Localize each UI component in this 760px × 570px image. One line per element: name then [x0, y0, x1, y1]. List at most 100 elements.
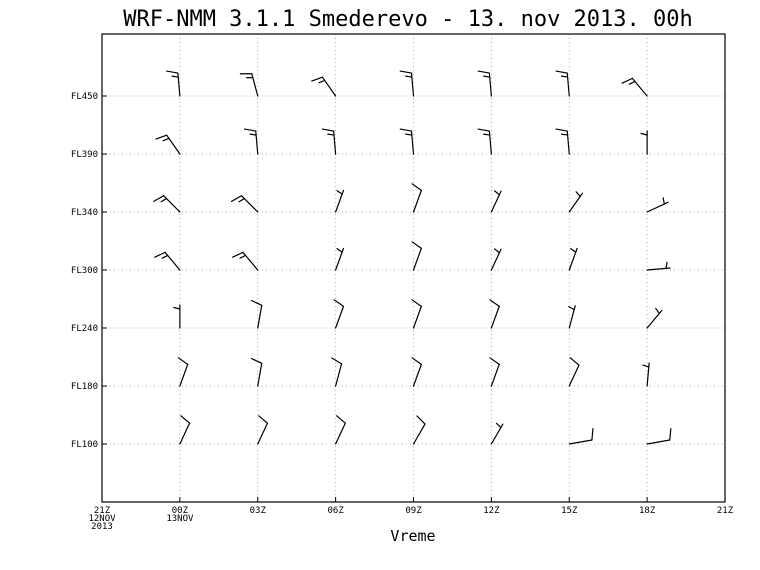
- wind-barb: [311, 76, 337, 97]
- wind-barb: [335, 415, 346, 445]
- barb-half-feather: [173, 306, 181, 310]
- barb-full-feather: [621, 77, 633, 84]
- wind-barb: [257, 415, 269, 445]
- x-tick-label: 09Z: [405, 506, 422, 516]
- barb-half-feather: [570, 248, 577, 253]
- barb-full-feather: [243, 128, 257, 132]
- x-tick-sublabel: 12NOV: [88, 514, 116, 524]
- barb-staff: [490, 305, 500, 329]
- barb-full-feather: [321, 128, 335, 132]
- barb-half-feather: [560, 133, 569, 136]
- barb-full-feather: [177, 357, 189, 365]
- barb-half-feather: [405, 75, 413, 78]
- barb-full-feather: [154, 251, 166, 258]
- barb-full-feather: [331, 357, 343, 365]
- wind-barb: [490, 422, 504, 445]
- barb-half-feather: [238, 197, 245, 203]
- wind-barb: [335, 189, 345, 213]
- wind-barb: [477, 70, 492, 97]
- y-tick-label: FL240: [71, 324, 98, 334]
- wind-barb: [642, 362, 650, 387]
- barb-full-feather: [411, 357, 422, 365]
- wind-barb: [640, 130, 648, 155]
- barb-staff: [412, 363, 422, 387]
- wind-barb: [489, 299, 500, 329]
- barb-half-feather: [568, 306, 575, 311]
- wind-barb: [489, 357, 500, 387]
- barb-staff: [179, 422, 191, 445]
- x-tick-label: 21Z: [94, 506, 111, 516]
- wind-barb: [555, 128, 570, 155]
- barb-half-feather: [640, 132, 648, 136]
- barb-half-feather: [171, 75, 179, 78]
- barb-staff: [412, 247, 422, 271]
- barb-half-feather: [665, 261, 668, 269]
- plot-frame: [101, 33, 726, 503]
- y-tick-label: FL100: [71, 440, 98, 450]
- wind-barb: [399, 128, 415, 155]
- y-tick-label: FL340: [71, 208, 98, 218]
- barb-full-feather: [477, 128, 490, 132]
- barb-full-feather: [155, 134, 168, 140]
- barb-full-feather: [153, 195, 165, 202]
- wind-barb: [239, 73, 259, 97]
- wind-barb: [412, 415, 426, 445]
- barb-half-feather: [239, 254, 247, 259]
- x-axis-label: Vreme: [390, 527, 435, 545]
- barb-full-feather: [230, 195, 243, 202]
- barb-half-feather: [655, 307, 660, 315]
- barb-half-feather: [642, 364, 650, 368]
- wind-barb: [333, 299, 345, 329]
- barb-full-feather: [258, 415, 269, 424]
- wind-barb: [568, 428, 594, 445]
- y-tick-label: FL450: [71, 92, 98, 102]
- wind-barb: [154, 251, 181, 271]
- wind-barb: [411, 183, 422, 213]
- wind-barb: [490, 190, 502, 213]
- barb-half-feather: [162, 137, 170, 142]
- wind-barb: [230, 195, 259, 213]
- barb-half-feather: [161, 254, 169, 259]
- wind-barb: [177, 357, 189, 387]
- y-tick-label: FL180: [71, 382, 98, 392]
- x-tick-label: 00Z: [172, 506, 189, 516]
- barb-half-feather: [327, 133, 335, 136]
- barb-half-feather: [483, 133, 491, 136]
- barb-half-feather: [405, 133, 413, 136]
- barb-half-feather: [560, 75, 569, 78]
- barb-half-feather: [494, 248, 501, 254]
- x-tick-label: 18Z: [639, 506, 656, 516]
- barb-full-feather: [166, 70, 179, 74]
- wind-barb: [232, 251, 259, 271]
- barb-half-feather: [483, 75, 491, 78]
- x-tick-label: 15Z: [561, 506, 578, 516]
- wind-barb: [399, 70, 415, 97]
- wind-barb: [331, 357, 343, 387]
- barb-half-feather: [318, 79, 326, 84]
- chart-title: WRF-NMM 3.1.1 Smederevo - 13. nov 2013. …: [123, 7, 693, 32]
- barb-full-feather: [555, 128, 568, 132]
- grid-lines: [102, 34, 725, 502]
- x-tick-label: 12Z: [483, 506, 500, 516]
- wind-barb: [321, 128, 337, 155]
- barb-full-feather: [489, 299, 500, 307]
- barb-staff: [646, 439, 671, 445]
- barb-half-feather: [249, 133, 257, 136]
- wind-barb: [568, 305, 576, 329]
- y-tick-label: FL300: [71, 266, 98, 276]
- barb-staff: [257, 304, 263, 329]
- y-axis: FL450 FL390 FL340 FL300 FL240 FL180 FL100: [71, 92, 107, 450]
- wind-barb: [411, 357, 422, 387]
- barb-staff: [490, 363, 500, 387]
- barb-staff: [335, 305, 345, 329]
- barb-staff: [412, 189, 422, 213]
- wind-barb: [411, 241, 422, 271]
- barb-full-feather: [232, 251, 244, 258]
- y-tick-label: FL390: [71, 150, 98, 160]
- barb-full-feather: [411, 183, 422, 191]
- barb-half-feather: [160, 197, 168, 203]
- barb-half-feather: [336, 190, 343, 195]
- barb-full-feather: [555, 70, 568, 74]
- barb-half-feather: [495, 422, 502, 429]
